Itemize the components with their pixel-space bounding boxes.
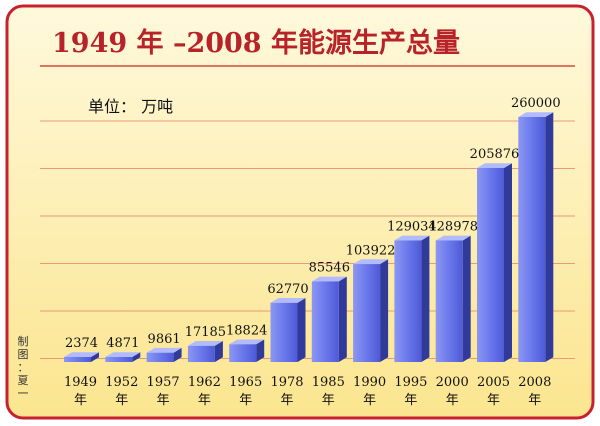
bar-top — [229, 339, 265, 345]
category-label: 2008 — [518, 375, 551, 390]
bar-side — [91, 352, 99, 362]
category-labels: 1949 年 1952 年 1957 年 1962 年 1965 年 1978 年 1985 年 1990 年… — [64, 375, 551, 408]
bar-front — [311, 281, 339, 362]
value-label: 4871 — [106, 336, 139, 351]
bar — [105, 352, 141, 362]
bar-top — [518, 112, 554, 117]
bar-front — [518, 117, 546, 362]
bar-side — [214, 341, 223, 362]
value-label: 17185 — [185, 325, 226, 340]
bar-front — [146, 352, 174, 362]
unit-label: 单位： 万吨 — [88, 97, 173, 116]
value-label: 85546 — [309, 261, 350, 276]
bar-side — [504, 163, 512, 362]
credit-char: 图 — [18, 348, 29, 361]
category-label: 1952 — [105, 375, 138, 390]
bar-side — [256, 339, 265, 362]
bar-side — [297, 298, 306, 362]
bar — [435, 235, 471, 362]
bar — [64, 352, 99, 362]
credit-char: 夏 — [18, 374, 29, 387]
bar-front — [353, 264, 381, 362]
category-suffix: 年 — [446, 393, 459, 408]
category-suffix: 年 — [280, 393, 293, 408]
bar-top — [64, 352, 99, 357]
bar — [270, 298, 306, 362]
value-label: 18824 — [226, 323, 267, 338]
bar — [187, 341, 223, 362]
bar — [146, 347, 182, 362]
bar-top — [146, 347, 182, 353]
category-label: 1985 — [312, 375, 345, 390]
bar-side — [173, 347, 182, 362]
bar — [353, 259, 389, 362]
category-label: 1949 — [64, 375, 97, 390]
value-label: 129034 — [387, 220, 437, 235]
bar-front — [229, 344, 257, 362]
category-label: 1995 — [394, 375, 427, 390]
credit-char: ： — [18, 361, 29, 374]
bar-top — [394, 235, 430, 241]
credit-char: 制 — [18, 335, 29, 348]
value-label: 128978 — [428, 220, 478, 235]
bar-front — [477, 168, 504, 362]
bar-side — [132, 352, 141, 362]
bars — [64, 112, 554, 362]
value-label: 260000 — [511, 96, 561, 111]
credit-char: 一 — [18, 387, 29, 400]
bar-top — [477, 163, 512, 169]
value-label: 62770 — [267, 282, 308, 297]
category-suffix: 年 — [74, 393, 87, 408]
bar-front — [105, 357, 133, 362]
chart-title: 1949 年 –2008 年能源生产总量 — [52, 27, 460, 59]
category-suffix: 年 — [528, 393, 541, 408]
bar-side — [338, 276, 347, 362]
bar — [394, 235, 430, 362]
category-label: 1965 — [229, 375, 262, 390]
bar — [518, 112, 554, 362]
category-label: 1978 — [270, 375, 303, 390]
bar-side — [380, 259, 389, 362]
category-suffix: 年 — [363, 393, 376, 408]
category-label: 1990 — [353, 375, 386, 390]
credit-text: 制图：夏一 — [18, 335, 29, 400]
category-suffix: 年 — [322, 393, 335, 408]
category-suffix: 年 — [115, 393, 128, 408]
category-label: 2000 — [436, 375, 469, 390]
bar-top — [105, 352, 141, 357]
bar-side — [462, 235, 471, 362]
category-label: 1962 — [188, 375, 221, 390]
bar-top — [435, 235, 471, 241]
category-label: 2005 — [477, 375, 510, 390]
bar-front — [394, 240, 422, 362]
bar-side — [421, 235, 430, 362]
bar-front — [270, 302, 298, 362]
value-label: 9861 — [148, 332, 181, 347]
category-suffix: 年 — [198, 393, 211, 408]
category-label: 1957 — [147, 375, 180, 390]
bar-top — [353, 259, 389, 265]
category-suffix: 年 — [404, 393, 417, 408]
category-suffix: 年 — [157, 393, 170, 408]
bar — [477, 163, 512, 362]
bar-top — [311, 276, 347, 282]
bar-top — [270, 298, 306, 303]
bar-side — [545, 112, 554, 362]
category-suffix: 年 — [487, 393, 500, 408]
bar — [229, 339, 265, 362]
bar-top — [187, 341, 223, 346]
bar-front — [187, 345, 215, 362]
bar-front — [64, 357, 91, 362]
bar-front — [435, 240, 463, 362]
value-label: 2374 — [65, 336, 98, 351]
category-suffix: 年 — [239, 393, 252, 408]
bar — [311, 276, 347, 362]
value-label: 103922 — [346, 243, 396, 258]
value-label: 205876 — [470, 147, 520, 162]
